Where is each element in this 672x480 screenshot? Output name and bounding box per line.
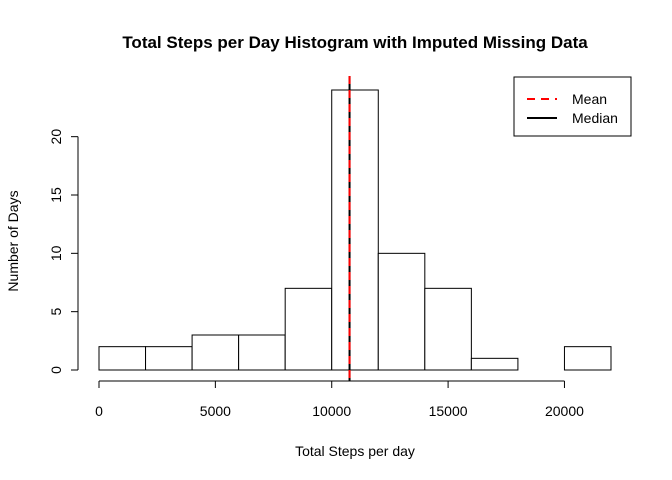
x-tick-label: 10000: [312, 403, 351, 419]
y-axis-label: Number of Days: [5, 190, 21, 291]
y-tick-label: 20: [48, 129, 64, 145]
legend-box: [513, 76, 632, 137]
x-tick-label: 20000: [545, 403, 584, 419]
histogram-bar: [145, 346, 193, 371]
legend-label: Median: [572, 110, 618, 126]
y-tick-label: 10: [48, 245, 64, 261]
x-tick-label: 0: [95, 403, 103, 419]
histogram-bar: [331, 89, 379, 371]
y-tick-label: 0: [48, 366, 64, 374]
legend: Mean Median: [513, 76, 632, 137]
x-tick-label: 15000: [429, 403, 468, 419]
y-axis: 0 5 10 15 20: [48, 129, 79, 374]
y-tick-label: 5: [48, 308, 64, 316]
histogram-bar: [470, 357, 519, 371]
legend-label: Mean: [572, 91, 607, 107]
x-axis-label: Total Steps per day: [295, 443, 415, 459]
x-axis: 0 5000 10000 15000 20000: [95, 380, 584, 419]
y-tick-label: 15: [48, 187, 64, 203]
histogram-bar: [563, 346, 612, 371]
histogram-bar: [284, 287, 333, 371]
x-tick-label: 5000: [200, 403, 231, 419]
bars-group: [98, 89, 612, 371]
histogram-bar: [98, 346, 147, 371]
histogram-bar: [377, 252, 426, 371]
histogram-bar: [238, 334, 286, 371]
histogram-bar: [191, 334, 240, 371]
chart-title: Total Steps per Day Histogram with Imput…: [122, 33, 588, 52]
histogram-bar: [424, 287, 472, 371]
